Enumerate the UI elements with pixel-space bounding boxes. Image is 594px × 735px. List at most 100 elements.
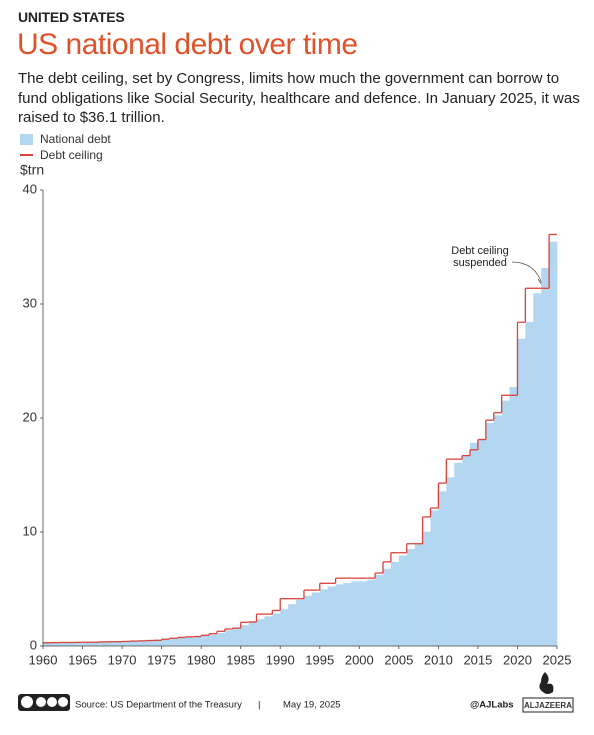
debt-bar xyxy=(477,439,487,646)
debt-bar xyxy=(493,415,502,646)
debt-bar xyxy=(383,568,392,646)
debt-bar xyxy=(549,241,558,647)
debt-bar xyxy=(106,641,115,646)
x-tick-label: 1965 xyxy=(68,652,97,667)
logo-text: ALJAZEERA xyxy=(524,701,572,710)
y-tick-label: 30 xyxy=(23,295,37,310)
debt-bar xyxy=(390,561,400,646)
debt-bar xyxy=(343,582,352,646)
separator: | xyxy=(258,700,260,711)
debt-bar xyxy=(114,641,123,646)
x-tick-label: 2005 xyxy=(384,652,413,667)
x-tick-label: 1980 xyxy=(187,652,216,667)
x-tick-label: 1960 xyxy=(29,652,58,667)
y-tick-label: 10 xyxy=(23,523,37,538)
debt-bar xyxy=(367,579,376,646)
debt-bar xyxy=(169,638,178,646)
debt-bar xyxy=(501,400,510,646)
y-tick-label: 0 xyxy=(30,637,37,652)
debt-bar xyxy=(406,548,415,646)
debt-bar xyxy=(122,641,131,646)
chart-subtitle: The debt ceiling, set by Congress, limit… xyxy=(18,70,580,126)
debt-bar xyxy=(398,555,408,646)
debt-bar xyxy=(216,633,226,646)
debt-bar xyxy=(129,641,139,646)
x-tick-label: 1990 xyxy=(266,652,295,667)
x-tick-label: 1985 xyxy=(226,652,255,667)
debt-bar xyxy=(319,589,328,646)
y-tick-label: 20 xyxy=(23,409,37,424)
x-tick-label: 1975 xyxy=(147,652,176,667)
debt-bar xyxy=(248,621,257,646)
debt-bar xyxy=(272,613,281,646)
debt-bar xyxy=(359,581,368,646)
legend-swatch-debt xyxy=(20,134,33,145)
debt-bar xyxy=(541,267,550,646)
debt-bar xyxy=(414,543,423,646)
debt-bar xyxy=(280,609,289,646)
x-tick-label: 2025 xyxy=(543,652,572,667)
y-tick-label: 40 xyxy=(23,181,37,196)
debt-bar xyxy=(430,510,439,646)
debt-bar xyxy=(232,628,241,646)
cc-icon xyxy=(18,694,70,711)
debt-bar xyxy=(517,338,526,646)
debt-bar xyxy=(296,599,305,646)
debt-bar xyxy=(153,640,162,646)
debt-bar xyxy=(462,455,471,646)
debt-bar xyxy=(470,442,479,646)
debt-bar xyxy=(177,637,186,646)
x-tick-label: 2000 xyxy=(345,652,374,667)
debt-bar xyxy=(74,642,83,646)
debt-bar xyxy=(422,531,431,646)
debt-bar xyxy=(50,642,60,646)
debt-bar xyxy=(446,477,455,646)
debt-bar xyxy=(303,595,313,646)
debt-bar xyxy=(90,642,99,646)
debt-bar xyxy=(288,604,297,646)
debt-bar xyxy=(58,642,68,646)
debt-bar xyxy=(264,616,273,646)
x-tick-label: 2015 xyxy=(463,652,492,667)
x-tick-label: 2010 xyxy=(424,652,453,667)
debt-bar xyxy=(98,642,107,646)
kicker: UNITED STATES xyxy=(18,9,125,25)
debt-bar xyxy=(485,422,495,646)
source: Source: US Department of the Treasury xyxy=(75,700,242,711)
debt-bar xyxy=(145,640,155,646)
x-tick-label: 2020 xyxy=(503,652,532,667)
x-tick-label: 1970 xyxy=(108,652,137,667)
legend-label: Debt ceiling xyxy=(40,148,103,162)
annotation: Debt ceiling suspended xyxy=(451,245,509,269)
debt-bar xyxy=(66,642,75,646)
debt-bar xyxy=(256,619,265,646)
y-axis-label: $trn xyxy=(20,162,44,178)
debt-bar xyxy=(327,586,336,646)
debt-bar xyxy=(438,491,447,646)
logo: ALJAZEERA xyxy=(522,672,574,713)
debt-bar xyxy=(335,584,344,646)
debt-bar xyxy=(137,640,147,646)
debt-bar xyxy=(525,321,534,646)
legend-label: National debt xyxy=(40,132,111,146)
debt-bar xyxy=(454,462,463,646)
debt-bar xyxy=(201,635,210,646)
debt-bar xyxy=(161,639,170,646)
debt-bar xyxy=(240,625,249,646)
debt-bar xyxy=(209,634,218,646)
handle: @AJLabs xyxy=(470,700,514,711)
chart-title: US national debt over time xyxy=(17,28,358,61)
x-tick-label: 1995 xyxy=(305,652,334,667)
debt-bar xyxy=(82,642,91,646)
debt-bar xyxy=(193,636,202,646)
debt-bar xyxy=(185,637,194,646)
debt-bar xyxy=(533,293,542,646)
debt-bar xyxy=(224,630,234,646)
debt-bar xyxy=(311,592,321,646)
debt-bar xyxy=(351,581,360,646)
debt-bar xyxy=(375,574,384,646)
debt-bar xyxy=(509,386,518,646)
date: May 19, 2025 xyxy=(283,700,341,711)
